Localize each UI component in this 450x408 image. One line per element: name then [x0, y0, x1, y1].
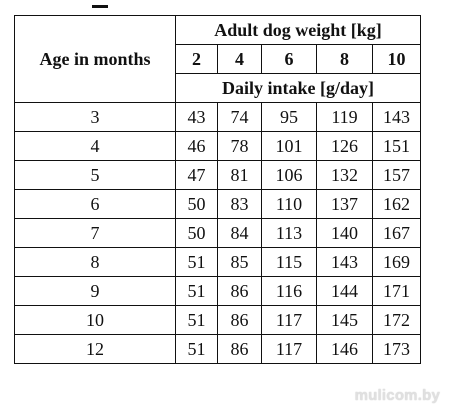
intake-cell: 146: [316, 334, 373, 364]
age-cell: 9: [14, 276, 176, 306]
weight-header-10: 10: [371, 44, 422, 74]
age-cell: 7: [14, 218, 176, 248]
intake-cell: 84: [217, 218, 262, 248]
intake-cell: 143: [371, 102, 422, 132]
header-row-intake: Daily intake [g/day]: [15, 73, 422, 103]
intake-cell: 157: [371, 160, 422, 190]
table-row: 7 50 84 113 140 167: [14, 218, 422, 248]
intake-cell: 51: [175, 305, 218, 335]
intake-cell: 86: [217, 276, 262, 306]
intake-cell: 46: [175, 131, 218, 161]
intake-group-header: Daily intake [g/day]: [174, 73, 422, 103]
age-cell: 10: [14, 305, 176, 335]
table-row: 3 43 74 95 119 143: [14, 102, 422, 132]
dog-intake-table: Age in months Adult dog weight [kg] 2 4 …: [14, 15, 422, 364]
intake-cell: 51: [175, 247, 218, 277]
intake-cell: 117: [261, 334, 317, 364]
age-cell: 12: [14, 334, 176, 364]
intake-cell: 167: [371, 218, 422, 248]
intake-cell: 81: [217, 160, 262, 190]
intake-cell: 126: [316, 131, 373, 161]
intake-cell: 137: [316, 189, 373, 219]
intake-cell: 116: [261, 276, 317, 306]
intake-cell: 86: [217, 305, 262, 335]
intake-cell: 132: [316, 160, 373, 190]
weight-header-2: 2: [175, 44, 218, 74]
intake-cell: 144: [316, 276, 373, 306]
header-row-weight: Age in months Adult dog weight [kg]: [14, 15, 422, 103]
age-cell: 6: [14, 189, 176, 219]
intake-cell: 95: [261, 102, 317, 132]
weight-header-6: 6: [261, 44, 317, 74]
weight-header-4: 4: [217, 44, 262, 74]
intake-cell: 145: [316, 305, 373, 335]
intake-cell: 50: [175, 189, 218, 219]
weight-group-header: Adult dog weight [kg]: [174, 15, 422, 45]
intake-cell: 51: [175, 334, 218, 364]
header-row-weights: 2 4 6 8 10: [15, 44, 422, 74]
table-row: 12 51 86 117 146 173: [14, 334, 422, 364]
table-body: 3 43 74 95 119 143 4 46 78 101 126 151 5 47 81 106 132 15…: [14, 102, 422, 364]
intake-cell: 74: [217, 102, 262, 132]
intake-cell: 117: [261, 305, 317, 335]
intake-cell: 43: [175, 102, 218, 132]
intake-cell: 101: [261, 131, 317, 161]
watermark: mulicom.by: [354, 387, 440, 404]
table-row: 5 47 81 106 132 157: [14, 160, 422, 190]
intake-cell: 83: [217, 189, 262, 219]
intake-cell: 86: [217, 334, 262, 364]
intake-cell: 140: [316, 218, 373, 248]
intake-cell: 110: [261, 189, 317, 219]
intake-cell: 106: [261, 160, 317, 190]
cropped-text-fragment: [92, 5, 108, 12]
table-row: 8 51 85 115 143 169: [14, 247, 422, 277]
intake-cell: 151: [371, 131, 422, 161]
table-row: 9 51 86 116 144 171: [14, 276, 422, 306]
table-row: 6 50 83 110 137 162: [14, 189, 422, 219]
age-cell: 8: [14, 247, 176, 277]
table-row: 10 51 86 117 145 172: [14, 305, 422, 335]
intake-cell: 119: [316, 102, 373, 132]
intake-cell: 85: [217, 247, 262, 277]
age-cell: 5: [14, 160, 176, 190]
intake-cell: 162: [371, 189, 422, 219]
intake-cell: 51: [175, 276, 218, 306]
intake-cell: 115: [261, 247, 317, 277]
weight-header-8: 8: [316, 44, 373, 74]
intake-cell: 172: [371, 305, 422, 335]
age-cell: 3: [14, 102, 176, 132]
intake-cell: 171: [371, 276, 422, 306]
intake-cell: 113: [261, 218, 317, 248]
intake-cell: 47: [175, 160, 218, 190]
table-row: 4 46 78 101 126 151: [14, 131, 422, 161]
intake-cell: 78: [217, 131, 262, 161]
intake-cell: 173: [371, 334, 422, 364]
age-cell: 4: [14, 131, 176, 161]
intake-cell: 143: [316, 247, 373, 277]
intake-cell: 169: [371, 247, 422, 277]
age-column-header: Age in months: [14, 15, 176, 103]
intake-cell: 50: [175, 218, 218, 248]
